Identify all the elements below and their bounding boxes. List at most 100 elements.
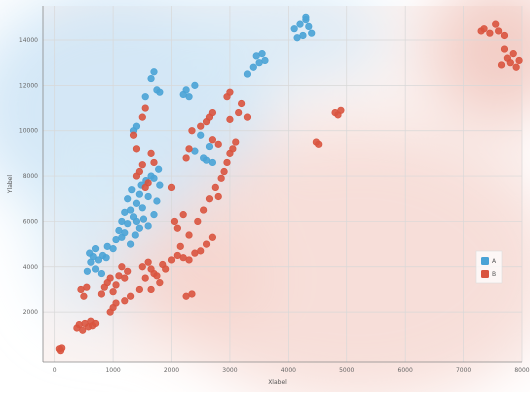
data-point <box>162 265 170 273</box>
data-point <box>308 29 316 37</box>
x-tick-label: 6000 <box>398 367 413 374</box>
data-point <box>156 279 164 287</box>
data-point <box>83 283 91 291</box>
data-point <box>91 265 100 273</box>
data-point <box>150 68 158 76</box>
scatter-points <box>55 13 523 355</box>
data-point <box>167 256 176 264</box>
data-point <box>315 140 323 148</box>
data-point <box>200 154 208 162</box>
data-point <box>208 136 217 144</box>
data-point <box>118 233 126 241</box>
data-point <box>208 233 217 241</box>
data-point <box>135 224 143 232</box>
data-point <box>208 158 217 167</box>
red-region <box>109 218 270 339</box>
y-tick-label: 2000 <box>23 309 38 316</box>
data-point <box>179 90 187 99</box>
data-point <box>249 63 257 71</box>
data-point <box>144 258 152 266</box>
legend-box <box>475 250 503 284</box>
data-point <box>109 245 117 253</box>
data-point <box>176 242 184 250</box>
x-axis-label: Xlabel <box>268 379 287 386</box>
data-point <box>500 31 509 40</box>
data-point <box>141 104 149 112</box>
data-point <box>185 256 193 264</box>
data-point <box>512 63 520 71</box>
data-point <box>141 93 149 101</box>
data-point <box>200 206 208 214</box>
data-point <box>97 290 106 298</box>
data-point <box>80 292 88 300</box>
data-point <box>243 70 252 78</box>
data-point <box>121 274 129 282</box>
data-point <box>83 267 91 275</box>
x-tick-label: 2000 <box>164 367 179 374</box>
data-point <box>97 269 106 278</box>
data-point <box>128 186 136 194</box>
y-tick-label: 12000 <box>19 82 38 89</box>
data-point <box>79 326 87 334</box>
data-point <box>135 285 143 294</box>
data-point <box>102 254 110 262</box>
y-tick-label: 4000 <box>23 264 38 271</box>
data-point <box>138 263 146 271</box>
data-point <box>124 220 132 228</box>
data-point <box>135 167 143 176</box>
x-tick-label: 0 <box>53 367 57 374</box>
data-point <box>106 274 114 282</box>
data-point <box>211 183 219 192</box>
data-point <box>232 138 240 146</box>
data-point <box>486 29 494 37</box>
data-point <box>185 145 193 153</box>
data-point <box>144 179 152 187</box>
legend: AB <box>475 250 503 284</box>
data-point <box>135 190 143 198</box>
data-point <box>202 240 211 248</box>
data-point <box>106 308 114 316</box>
data-point <box>243 113 252 121</box>
series-B <box>55 20 523 355</box>
data-point <box>170 217 179 226</box>
data-point <box>191 81 199 89</box>
data-point <box>150 174 158 182</box>
x-tick-label: 5000 <box>339 367 354 374</box>
data-point <box>226 115 234 123</box>
data-point <box>127 240 135 248</box>
data-point <box>208 108 217 117</box>
data-point <box>182 154 190 162</box>
legend-label: B <box>492 271 496 278</box>
data-point <box>258 50 266 58</box>
data-point <box>217 174 225 182</box>
data-point <box>91 319 100 328</box>
data-point <box>290 25 298 33</box>
data-point <box>94 256 103 264</box>
data-point <box>293 34 301 42</box>
data-point <box>261 56 269 65</box>
data-point <box>188 290 196 298</box>
data-point <box>238 99 246 108</box>
data-point <box>515 56 523 65</box>
data-point <box>156 88 164 96</box>
data-point <box>500 45 509 53</box>
data-point <box>205 142 214 151</box>
data-point <box>153 272 161 280</box>
data-point <box>214 192 222 201</box>
y-axis-label: Ylabel <box>7 175 14 195</box>
data-point <box>197 247 205 255</box>
data-point <box>124 267 132 275</box>
data-point <box>156 181 164 189</box>
data-point <box>153 197 161 205</box>
x-tick-label: 3000 <box>222 367 237 374</box>
x-tick-label: 7000 <box>456 367 471 374</box>
data-point <box>138 161 146 169</box>
data-point <box>495 27 503 35</box>
blue-region <box>166 0 387 86</box>
data-point <box>121 297 129 305</box>
x-tick-label: 4000 <box>281 367 296 374</box>
data-point <box>506 59 514 67</box>
red-region <box>158 126 530 396</box>
